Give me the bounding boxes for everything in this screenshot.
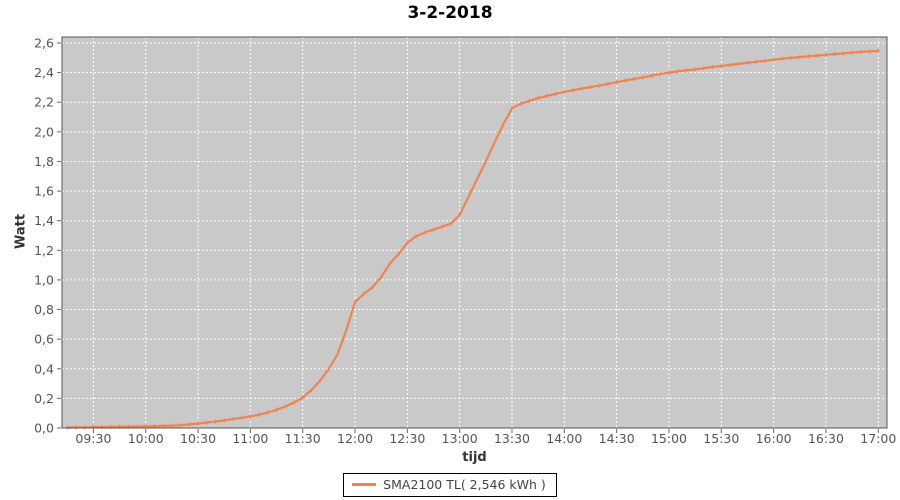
svg-text:10:00: 10:00 xyxy=(128,431,164,446)
svg-text:12:00: 12:00 xyxy=(337,431,373,446)
svg-text:17:00: 17:00 xyxy=(860,431,896,446)
svg-text:0,6: 0,6 xyxy=(34,332,54,347)
svg-text:1,4: 1,4 xyxy=(34,213,54,228)
svg-text:15:00: 15:00 xyxy=(651,431,687,446)
svg-text:11:30: 11:30 xyxy=(285,431,321,446)
x-tick-labels: 09:30 10:00 10:30 11:00 11:30 12:00 12:30 13:00… xyxy=(75,431,896,446)
gridlines xyxy=(62,37,887,429)
plot-background xyxy=(62,37,887,428)
svg-text:1,6: 1,6 xyxy=(34,184,54,199)
svg-text:12:30: 12:30 xyxy=(389,431,425,446)
y-axis-label: Watt xyxy=(13,213,29,250)
axis-ticks xyxy=(57,42,879,433)
series-point-markers xyxy=(66,48,879,430)
legend-box: SMA2100 TL( 2,546 kWh ) xyxy=(343,473,557,497)
legend-line-swatch xyxy=(352,483,377,486)
series-line xyxy=(66,49,880,429)
svg-text:10:30: 10:30 xyxy=(180,431,216,446)
svg-text:1,2: 1,2 xyxy=(34,243,54,258)
svg-text:16:00: 16:00 xyxy=(756,431,792,446)
svg-text:09:30: 09:30 xyxy=(75,431,111,446)
svg-text:0,0: 0,0 xyxy=(34,421,54,436)
svg-text:0,8: 0,8 xyxy=(34,302,54,317)
svg-text:16:30: 16:30 xyxy=(808,431,844,446)
svg-text:0,2: 0,2 xyxy=(34,391,54,406)
plot-border xyxy=(61,36,888,429)
legend-series-label: SMA2100 TL( 2,546 kWh ) xyxy=(383,477,546,492)
legend: SMA2100 TL( 2,546 kWh ) xyxy=(0,473,900,497)
svg-text:2,0: 2,0 xyxy=(34,124,54,139)
svg-text:13:30: 13:30 xyxy=(494,431,530,446)
svg-text:14:30: 14:30 xyxy=(599,431,635,446)
svg-text:14:00: 14:00 xyxy=(546,431,582,446)
svg-text:2,4: 2,4 xyxy=(34,65,54,80)
svg-text:1,8: 1,8 xyxy=(34,154,54,169)
svg-text:11:00: 11:00 xyxy=(232,431,268,446)
svg-text:15:30: 15:30 xyxy=(703,431,739,446)
svg-text:2,6: 2,6 xyxy=(34,36,54,51)
svg-text:1,0: 1,0 xyxy=(34,272,54,287)
chart-title: 3-2-2018 xyxy=(407,3,493,23)
y-tick-labels: 0,0 0,2 0,4 0,6 0,8 1,0 1,2 1,4 1,6 1,8 2,0 2,2 2,4 2… xyxy=(34,36,54,436)
x-axis-label: tijd xyxy=(462,450,487,465)
svg-text:13:00: 13:00 xyxy=(442,431,478,446)
svg-text:2,2: 2,2 xyxy=(34,95,54,110)
svg-text:0,4: 0,4 xyxy=(34,361,54,376)
